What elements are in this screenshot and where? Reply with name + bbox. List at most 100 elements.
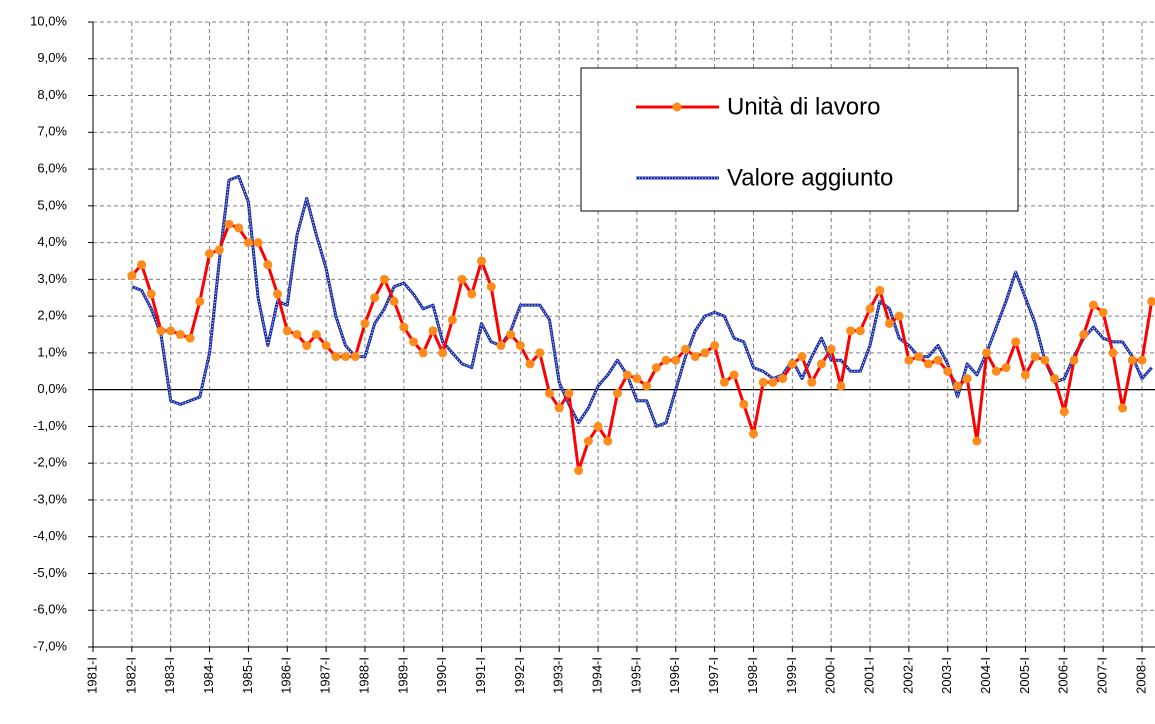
- marker: [952, 381, 962, 391]
- marker: [467, 289, 477, 299]
- marker: [603, 436, 613, 446]
- marker: [137, 260, 147, 270]
- marker: [302, 341, 312, 351]
- marker: [593, 421, 603, 431]
- x-tick-label: 2000-I: [823, 657, 838, 694]
- marker: [1098, 307, 1108, 317]
- marker: [234, 223, 244, 233]
- x-tick-label: 2005-I: [1017, 657, 1032, 694]
- x-tick-label: 1983-I: [162, 657, 177, 694]
- x-tick-label: 1984-I: [201, 657, 216, 694]
- marker: [826, 344, 836, 354]
- marker: [447, 315, 457, 325]
- x-tick-label: 2007-I: [1095, 657, 1110, 694]
- marker: [282, 326, 292, 336]
- x-tick-label: 1989-I: [395, 657, 410, 694]
- marker: [632, 374, 642, 384]
- marker: [214, 245, 224, 255]
- series-line: [131, 174, 1153, 428]
- x-tick-label: 2002-I: [900, 657, 915, 694]
- marker: [564, 388, 574, 398]
- x-tick-label: 1997-I: [706, 657, 721, 694]
- marker: [379, 274, 389, 284]
- marker: [1147, 296, 1155, 306]
- marker: [506, 330, 516, 339]
- marker: [982, 348, 992, 358]
- marker: [836, 381, 846, 391]
- marker: [389, 296, 399, 306]
- marker: [1088, 300, 1098, 310]
- marker: [341, 352, 351, 362]
- marker: [962, 374, 972, 384]
- marker: [350, 352, 360, 362]
- y-tick-label: -4,0%: [33, 528, 67, 543]
- legend-box: [580, 67, 1019, 212]
- marker: [778, 374, 788, 384]
- marker: [1127, 355, 1137, 365]
- marker: [700, 348, 710, 358]
- marker: [1020, 370, 1030, 380]
- marker: [438, 348, 448, 358]
- x-tick-label: 2003-I: [939, 657, 954, 694]
- legend-label: Valore aggiunto: [727, 164, 893, 191]
- x-tick-label: 1994-I: [590, 657, 605, 694]
- marker: [943, 366, 953, 376]
- marker: [554, 403, 564, 413]
- marker: [914, 352, 924, 362]
- marker: [933, 355, 943, 365]
- marker: [855, 326, 865, 336]
- marker: [545, 388, 555, 398]
- x-tick-label: 1986-I: [279, 657, 294, 694]
- marker: [865, 304, 875, 314]
- marker: [768, 377, 778, 387]
- marker: [409, 337, 419, 347]
- x-tick-label: 1999-I: [784, 657, 799, 694]
- marker: [321, 341, 331, 351]
- y-tick-label: 5,0%: [37, 197, 67, 212]
- x-tick-label: 2006-I: [1056, 657, 1071, 694]
- marker: [1040, 355, 1050, 365]
- marker: [787, 359, 797, 369]
- marker: [875, 285, 885, 295]
- y-tick-label: -7,0%: [33, 638, 67, 653]
- marker: [156, 326, 166, 336]
- y-tick-label: -6,0%: [33, 602, 67, 617]
- marker: [1137, 355, 1147, 365]
- x-tick-label: 1993-I: [551, 657, 566, 694]
- x-tick-label: 1996-I: [667, 657, 682, 694]
- marker: [175, 330, 185, 339]
- marker: [758, 377, 768, 387]
- marker: [253, 238, 263, 248]
- marker: [486, 282, 496, 292]
- x-tick-label: 1982-I: [123, 657, 138, 694]
- marker: [642, 381, 652, 391]
- marker: [884, 318, 894, 328]
- marker: [690, 352, 700, 362]
- x-tick-label: 1981-I: [84, 657, 99, 694]
- marker: [680, 344, 690, 354]
- marker: [331, 352, 341, 362]
- marker: [292, 330, 302, 339]
- marker: [710, 341, 720, 351]
- marker: [729, 370, 739, 380]
- marker: [477, 256, 487, 266]
- marker: [1079, 330, 1089, 339]
- y-tick-label: 8,0%: [37, 87, 67, 102]
- x-tick-label: 1992-I: [512, 657, 527, 694]
- marker: [797, 352, 807, 362]
- y-tick-label: 6,0%: [37, 160, 67, 175]
- marker: [418, 348, 428, 358]
- marker: [574, 466, 584, 476]
- x-tick-label: 1998-I: [745, 657, 760, 694]
- marker: [1108, 348, 1118, 358]
- marker: [846, 326, 856, 336]
- marker: [127, 271, 137, 281]
- marker: [1118, 403, 1128, 413]
- y-tick-label: -2,0%: [33, 455, 67, 470]
- marker: [1030, 352, 1040, 362]
- marker: [671, 355, 681, 365]
- x-tick-label: 2008-I: [1133, 657, 1148, 694]
- marker: [1001, 363, 1011, 373]
- marker: [1011, 337, 1021, 347]
- marker: [991, 366, 1001, 376]
